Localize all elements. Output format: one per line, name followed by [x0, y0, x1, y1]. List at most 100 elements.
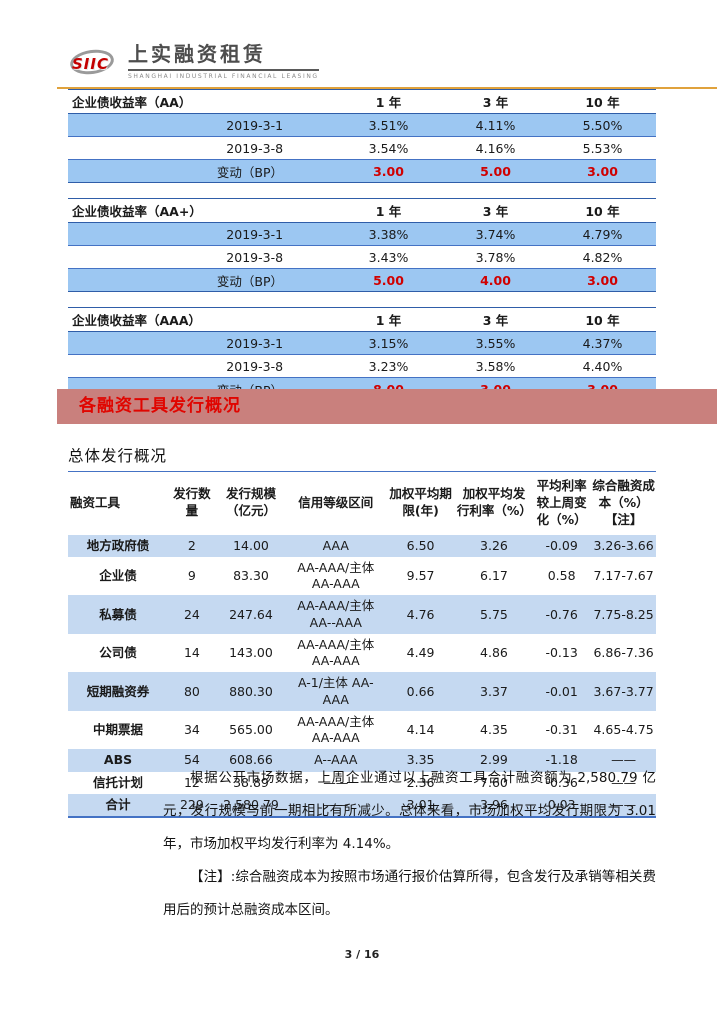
issuance-cell-cost: 3.26-3.66	[593, 537, 654, 553]
issuance-cell-cost: 7.75-8.25	[593, 606, 654, 622]
yield-column-header: 3 年	[442, 307, 549, 332]
siic-wordmark: SIIC	[72, 55, 109, 73]
logo-text-block: 上实融资租赁 SHANGHAI INDUSTRIAL FINANCIAL LEA…	[128, 42, 319, 80]
issuance-cell-count: 12	[183, 774, 200, 790]
yield-column-header: 1 年	[335, 307, 443, 332]
issuance-cell-term: 4.14	[406, 722, 435, 737]
issuance-cell-tool: 地方政府债	[86, 537, 150, 553]
issuance-cell-term: 3.35	[406, 752, 435, 768]
yield-data-row: 2019-3-1 3.51% 4.11% 5.50%	[68, 113, 656, 137]
yield-column-header: 3 年	[442, 198, 549, 223]
issuance-cell-scale: 143.00	[229, 645, 273, 660]
issuance-cell-rate: 2.99	[480, 752, 508, 768]
issuance-cell-rating: ——	[286, 793, 386, 819]
issuance-cell-term: 2.36	[406, 774, 435, 790]
issuance-cell-scale: 880.30	[229, 683, 273, 699]
issuance-cell-rate: 3.37	[480, 683, 508, 699]
issuance-cell-change: 0.58	[547, 568, 576, 583]
issuance-data-row: 合计 229 2,580.79 —— 3.01 3.96 0.03 ——	[68, 793, 656, 819]
issuance-cell-count: 24	[183, 606, 200, 622]
issuance-cell-term: 6.50	[406, 537, 435, 553]
issuance-cell-term: 9.57	[406, 568, 435, 583]
yield-data-row: 变动（BP） 3.00 5.00 3.00	[68, 159, 656, 183]
yield-row-label: 2019-3-1	[68, 222, 336, 246]
issuance-cell-rate: 7.60	[480, 774, 508, 790]
issuance-column-header: 信用等级区间	[286, 470, 386, 535]
issuance-cell-change: -1.18	[545, 752, 578, 768]
issuance-cell-rating: A-1/主体 AA-AAA	[297, 675, 374, 707]
yield-value: 5.00	[335, 268, 443, 292]
issuance-cell-term: 0.66	[406, 683, 435, 699]
yield-row-label: 2019-3-8	[68, 354, 336, 378]
issuance-cell-change: -0.36	[545, 774, 578, 790]
issuance-cell-tool: 短期融资券	[86, 683, 150, 699]
yield-table-title: 企业债收益率（AA+）	[68, 198, 336, 223]
yield-value: 5.50%	[548, 113, 656, 137]
issuance-cell-rating: A--AAA	[314, 752, 358, 768]
issuance-cell-tool: 合计	[68, 793, 169, 819]
yield-value: 3.55%	[442, 331, 549, 355]
issuance-cell-change: -0.31	[545, 722, 578, 737]
yield-value: 5.00	[442, 159, 549, 183]
issuance-cell-tool: 中期票据	[93, 722, 144, 737]
yield-row-label: 2019-3-8	[68, 245, 336, 269]
issuance-cell-term: 4.49	[406, 645, 435, 660]
page-number: 3 / 16	[344, 948, 380, 961]
issuance-cell-count: 2	[187, 537, 196, 553]
company-subtitle: SHANGHAI INDUSTRIAL FINANCIAL LEASING	[128, 73, 319, 80]
yield-value: 5.53%	[548, 136, 656, 160]
yield-value: 3.00	[548, 159, 656, 183]
section-banner: 各融资工具发行概况	[57, 389, 717, 424]
issuance-cell-count: 34	[183, 722, 200, 737]
yield-value: 3.58%	[442, 354, 549, 378]
yield-value: 3.00	[548, 268, 656, 292]
issuance-cell-tool: 公司债	[99, 645, 137, 660]
yield-value: 3.23%	[335, 354, 443, 378]
summary-paragraph: 根据公开市场数据，上周企业通过以上融资工具合计融资额为 2,580.79 亿元，…	[163, 770, 656, 852]
yield-table-title: 企业债收益率（AA）	[68, 89, 336, 114]
issuance-cell-scale: 38.89	[233, 774, 269, 790]
yield-value: 4.40%	[548, 354, 656, 378]
yield-value: 3.43%	[335, 245, 443, 269]
issuance-cell-scale: 565.00	[229, 722, 273, 737]
issuance-cell-scale: 14.00	[233, 537, 269, 553]
header-gold-rule	[57, 87, 717, 89]
issuance-cell-scale: 2,580.79	[215, 793, 287, 819]
yield-row-label: 2019-3-8	[68, 136, 336, 160]
issuance-cell-count: 54	[183, 752, 200, 768]
yield-data-row: 2019-3-8 3.54% 4.16% 5.53%	[68, 136, 656, 160]
yield-value: 3.54%	[335, 136, 443, 160]
issuance-cell-rate: 3.26	[480, 537, 508, 553]
yield-column-header: 3 年	[442, 89, 549, 114]
issuance-cell-change: -0.09	[545, 537, 578, 553]
issuance-data-row: 信托计划 12 38.89 —— 2.36 7.60 -0.36 ——	[68, 772, 656, 794]
issuance-table-head: 融资工具 发行数量 发行规模（亿元） 信用等级区间 加权平均期限(年) 加权平均发行利率（…	[68, 470, 656, 535]
issuance-column-header: 平均利率较上周变化（%）	[532, 470, 592, 535]
issuance-cell-tool: 企业债	[99, 568, 137, 583]
issuance-cell-rate: 3.96	[455, 793, 533, 819]
yield-row-label: 2019-3-1	[68, 331, 336, 355]
issuance-cell-rating: AA-AAA/主体 AA-AAA	[297, 559, 375, 592]
issuance-cell-term: 3.01	[385, 793, 456, 819]
issuance-data-row: 中期票据 34 565.00 AA-AAA/主体 AA-AAA 4.14 4.35 -0.3…	[68, 711, 656, 750]
yield-value: 3.74%	[442, 222, 549, 246]
issuance-cell-rate: 4.86	[480, 645, 508, 660]
issuance-cell-tool: 信托计划	[93, 774, 144, 790]
issuance-cell-rating: AAA	[322, 537, 349, 553]
yield-table-title: 企业债收益率（AAA）	[68, 307, 336, 332]
siic-globe-icon: SIIC	[68, 47, 120, 77]
issuance-cell-rating: AA-AAA/主体 AA--AAA	[297, 598, 375, 630]
issuance-cell-change: -0.13	[545, 645, 578, 660]
note-paragraph: 【注】:综合融资成本为按照市场通行报价估算所得，包含发行及承销等相关费用后的预计…	[163, 869, 656, 918]
issuance-column-header: 加权平均期限(年)	[385, 470, 456, 535]
issuance-overview-table: 融资工具 发行数量 发行规模（亿元） 信用等级区间 加权平均期限(年) 加权平均发行利率（…	[68, 470, 656, 819]
issuance-cell-cost: ——	[611, 774, 637, 790]
issuance-cell-scale: 247.64	[229, 606, 273, 622]
issuance-column-header: 综合融资成本（%）【注】	[591, 470, 656, 535]
issuance-cell-count: 9	[187, 568, 196, 583]
issuance-cell-cost: ——	[591, 793, 656, 819]
yield-column-header: 10 年	[548, 89, 656, 114]
issuance-data-row: 企业债 9 83.30 AA-AAA/主体 AA-AAA 9.57 6.17 0.58 7.1…	[68, 557, 656, 596]
issuance-cell-cost: 7.17-7.67	[593, 568, 654, 583]
